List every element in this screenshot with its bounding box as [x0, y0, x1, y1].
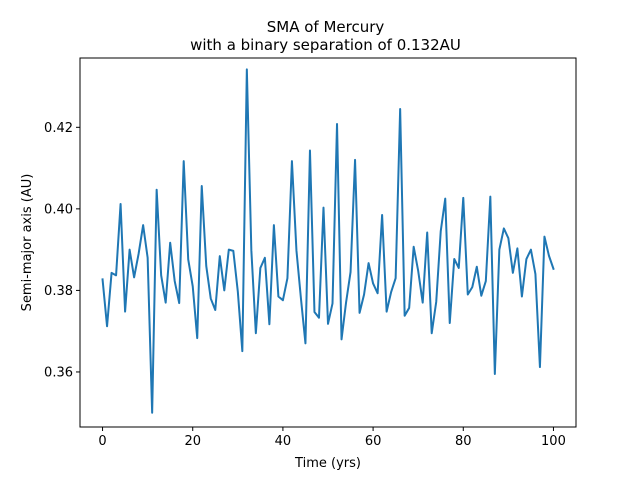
y-tick-label: 0.36	[44, 365, 73, 380]
y-axis-ticks: 0.36 0.38 0.40 0.42	[44, 121, 80, 380]
y-tick-label: 0.38	[44, 284, 73, 299]
x-axis-label: Time (yrs)	[294, 456, 361, 471]
y-tick-label: 0.42	[44, 121, 73, 136]
x-tick-label: 80	[455, 434, 472, 449]
x-tick-label: 100	[541, 434, 566, 449]
x-tick-label: 20	[184, 434, 201, 449]
chart-title: SMA of Mercury	[267, 18, 385, 36]
x-tick-label: 60	[365, 434, 382, 449]
series-layer	[101, 68, 555, 414]
x-axis-ticks: 0 20 40 60 80 100	[98, 427, 566, 449]
x-tick-label: 40	[275, 434, 292, 449]
x-tick-label: 0	[98, 434, 106, 449]
chart-subtitle: with a binary separation of 0.132AU	[190, 36, 461, 54]
plot-frame	[79, 57, 577, 428]
series-line-0	[101, 68, 555, 414]
y-tick-label: 0.40	[44, 202, 73, 217]
y-axis-label: Semi-major axis (AU)	[20, 174, 35, 312]
